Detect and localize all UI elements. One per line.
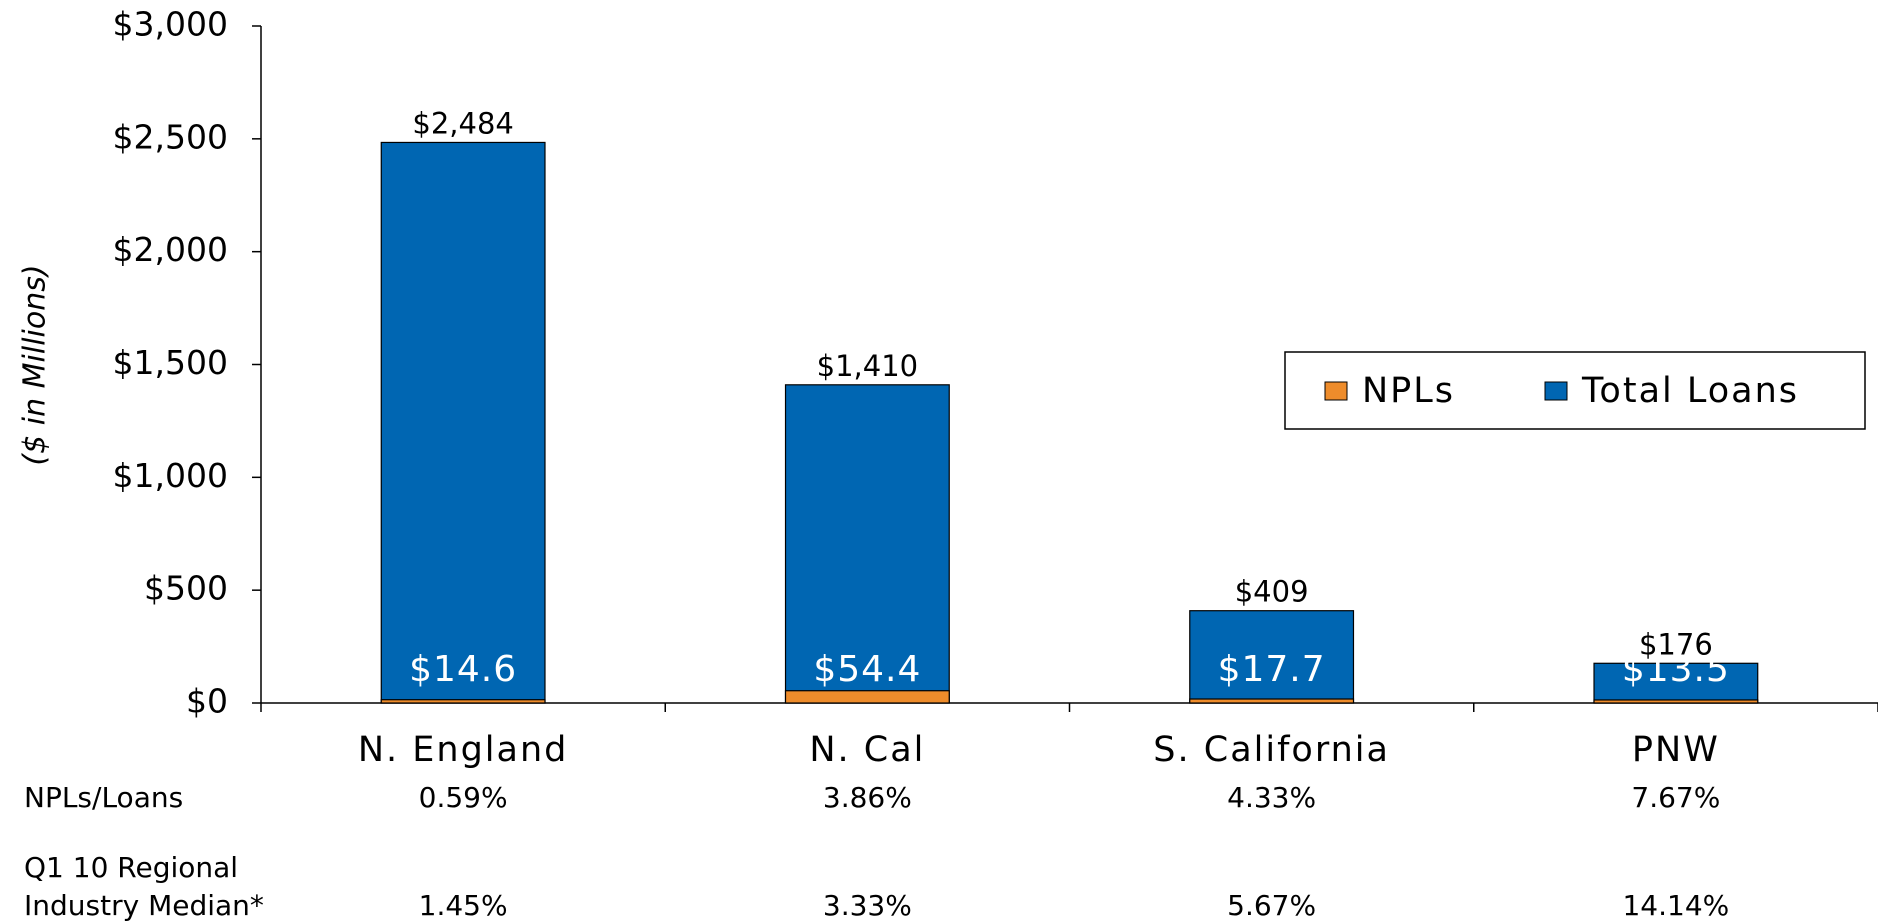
bar <box>784 690 950 704</box>
row-value: 0.59% <box>419 781 508 814</box>
y-tick-label: $1,000 <box>113 456 228 495</box>
row-value: 3.86% <box>823 781 912 814</box>
y-tick-label: $2,000 <box>113 230 228 269</box>
legend-box <box>1284 351 1866 430</box>
x-tick-label: PNW <box>1632 730 1720 770</box>
y-tick-label: $1,500 <box>113 343 228 382</box>
row-value: 7.67% <box>1631 781 1720 814</box>
row-value: 5.67% <box>1227 889 1316 922</box>
row-value: 1.45% <box>419 889 508 922</box>
legend-swatch <box>1324 381 1348 401</box>
bar <box>784 384 950 704</box>
legend-label: Total Loans <box>1581 371 1799 411</box>
total-label: $176 <box>1639 627 1713 661</box>
row-label: Q1 10 Regional <box>24 851 238 884</box>
row-value: 4.33% <box>1227 781 1316 814</box>
total-label: $2,484 <box>412 106 513 140</box>
x-tick-label: N. Cal <box>809 730 925 770</box>
npl-label: $54.4 <box>813 649 921 690</box>
row-label: NPLs/Loans <box>24 781 183 814</box>
y-tick-label: $3,000 <box>113 5 228 44</box>
x-tick-label: S. California <box>1153 730 1390 770</box>
bar <box>380 141 546 704</box>
y-tick-label: $2,500 <box>113 117 228 156</box>
npl-label: $17.7 <box>1218 649 1326 690</box>
total-label: $1,410 <box>817 349 918 383</box>
y-tick-label: $0 <box>186 682 228 721</box>
total-label: $409 <box>1235 575 1309 609</box>
bar <box>380 699 546 704</box>
bar <box>1593 699 1759 704</box>
legend-label: NPLs <box>1362 371 1455 411</box>
npl-label: $13.5 <box>1622 649 1730 690</box>
npl-label: $14.6 <box>409 649 517 690</box>
row-value: 3.33% <box>823 889 912 922</box>
row-label: Industry Median* <box>24 889 264 922</box>
row-value: 14.14% <box>1622 889 1729 922</box>
bar <box>1189 610 1355 704</box>
x-tick-label: N. England <box>358 730 569 770</box>
bar <box>1189 698 1355 704</box>
y-axis-label: ($ in Millions) <box>18 264 53 465</box>
legend-swatch <box>1544 381 1568 401</box>
y-tick-label: $500 <box>144 569 228 608</box>
